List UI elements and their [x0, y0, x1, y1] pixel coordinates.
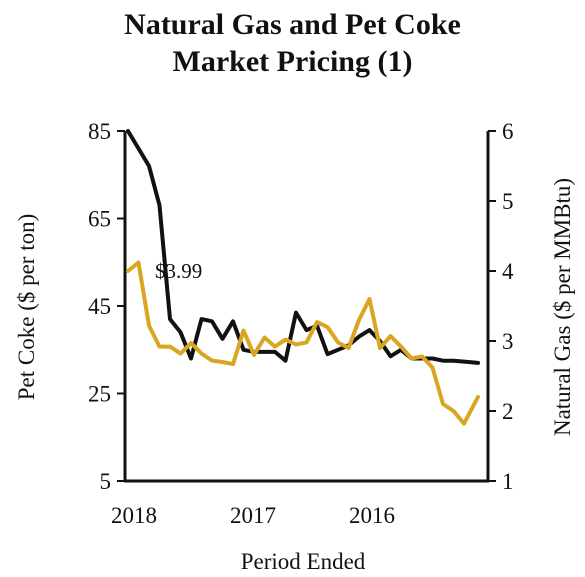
chart-title: Natural Gas and Pet Coke Market Pricing …: [0, 6, 585, 80]
left-tick-label: 85: [88, 119, 111, 144]
x-tick-label: 2017: [230, 503, 276, 528]
left-tick-label: 45: [88, 294, 111, 319]
x-tick-label: 2018: [111, 503, 157, 528]
pet-coke-series-line: [126, 129, 480, 365]
right-tick-label: 5: [502, 189, 514, 214]
left-tick-label: 65: [88, 207, 111, 232]
right-tick-label: 2: [502, 399, 514, 424]
left-tick-label: 5: [100, 469, 112, 494]
right-tick-label: 6: [502, 119, 514, 144]
right-tick-label: 1: [502, 469, 514, 494]
right-tick-label: 4: [502, 259, 514, 284]
natural-gas-series-line: [126, 260, 480, 426]
left-tick-label: 25: [88, 382, 111, 407]
right-tick-label: 3: [502, 329, 514, 354]
chart-title-line-2: Market Pricing (1): [172, 45, 413, 78]
x-axis-label: Period Ended: [241, 549, 366, 574]
x-tick-label: 2016: [349, 503, 395, 528]
chart-series: [126, 129, 480, 426]
price-annotation: $3.99: [155, 259, 202, 283]
right-y-axis-label: Natural Gas ($ per MMBtu): [550, 178, 575, 436]
left-y-axis-label: Pet Coke ($ per ton): [14, 214, 39, 401]
chart-title-line-1: Natural Gas and Pet Coke: [124, 8, 461, 41]
